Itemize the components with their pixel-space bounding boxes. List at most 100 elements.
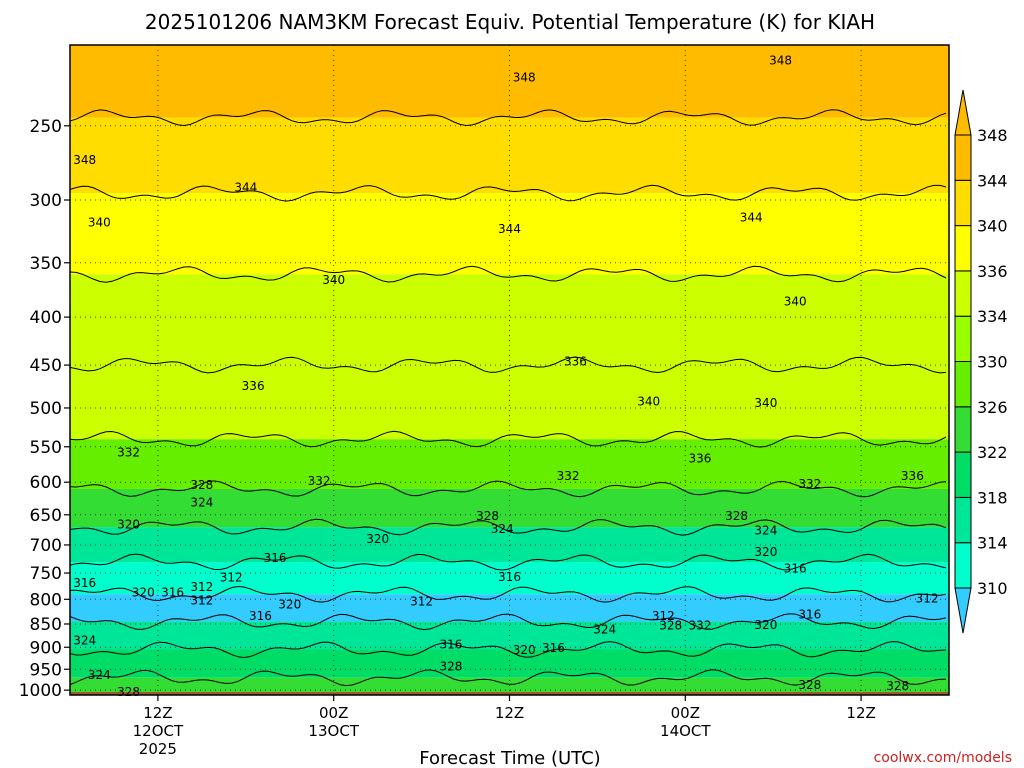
contour-label: 320 <box>754 545 777 559</box>
colorbar-swatch <box>954 542 972 589</box>
fill-band <box>70 562 949 595</box>
contour-label: 340 <box>784 295 807 309</box>
y-tick-label: 950 <box>30 660 62 680</box>
colorbar-swatch <box>954 315 972 363</box>
y-tick-label: 400 <box>30 308 62 328</box>
colorbar-label: 340 <box>977 217 1008 236</box>
y-axis: 250 300 350 400 450 500 550 600 650 700 750 800 850 9… <box>19 117 70 701</box>
y-tick-label: 850 <box>30 615 62 635</box>
contour-line <box>69 585 947 603</box>
y-tick-label: 350 <box>30 254 62 274</box>
colorbar-swatch <box>954 134 972 181</box>
colorbar-label: 310 <box>977 579 1008 598</box>
colorbar-label: 344 <box>977 171 1008 190</box>
x-tick-label: 00Z <box>319 704 348 722</box>
colorbar-arrow-bottom <box>954 587 972 634</box>
x-tick-label: 12Z <box>143 704 172 722</box>
contour-label: 332 <box>308 474 331 488</box>
colorbar-swatch <box>954 361 972 408</box>
contour-label: 320 <box>132 586 155 600</box>
colorbar-swatch <box>954 496 972 544</box>
y-tick-label: 700 <box>30 536 62 556</box>
colorbar-swatch <box>954 225 972 272</box>
fill-band <box>70 677 949 695</box>
colorbar-label: 318 <box>977 488 1008 507</box>
contour-line <box>69 613 947 631</box>
colorbar-swatch <box>954 406 972 453</box>
contour-label: 328 <box>725 509 748 523</box>
contour-line <box>69 184 947 202</box>
contour-label: 312 <box>190 593 213 607</box>
contour-line <box>69 265 947 283</box>
contour-label: 316 <box>249 609 272 623</box>
contour-label: 328 <box>439 660 462 674</box>
colorbar-label: 322 <box>977 443 1008 462</box>
contour-label: 344 <box>234 181 257 195</box>
contour-label: 312 <box>190 580 213 594</box>
x-tick-sublabel: 14OCT <box>660 722 711 740</box>
colorbar-label: 326 <box>977 398 1008 417</box>
x-tick-sublabel: 13OCT <box>308 722 359 740</box>
contour-line <box>69 518 947 536</box>
contour-label: 320 <box>513 643 536 657</box>
colorbar-label: 314 <box>977 534 1008 553</box>
contour-label: 336 <box>688 451 711 465</box>
contour-label: 340 <box>637 394 660 408</box>
contour-label: 328 <box>886 679 909 693</box>
y-tick-label: 500 <box>30 399 62 419</box>
contour-labels: 348 348 348 344 344 344 340 340 340 340 340 336 336 3… <box>73 54 938 699</box>
y-tick-label: 750 <box>30 564 62 584</box>
ground-band <box>70 692 949 695</box>
contour-label: 348 <box>769 54 792 68</box>
credit-link[interactable]: coolwx.com/models <box>874 750 1012 766</box>
fill-band <box>70 365 949 440</box>
y-tick-label: 800 <box>30 590 62 610</box>
y-tick-label: 550 <box>30 438 62 458</box>
contour-label: 316 <box>439 638 462 652</box>
contour-label: 332 <box>117 446 140 460</box>
contour-line <box>69 480 947 498</box>
contour-label: 320 <box>366 532 389 546</box>
y-tick-label: 900 <box>30 638 62 658</box>
contour-label: 336 <box>242 379 265 393</box>
contour-label: 336 <box>564 354 587 368</box>
contour-label: 332 <box>798 477 821 491</box>
y-tick-label: 1000 <box>19 681 62 701</box>
contour-label: 340 <box>754 396 777 410</box>
contour-label: 316 <box>264 551 287 565</box>
contour-label: 340 <box>322 273 345 287</box>
colorbar-arrow-top <box>954 89 972 136</box>
x-tick-sublabel-2: 2025 <box>139 740 177 758</box>
contour-label: 324 <box>754 524 777 538</box>
colorbar-swatch <box>954 270 972 317</box>
y-tick-label: 300 <box>30 191 62 211</box>
contour-label: 324 <box>73 633 96 647</box>
fill-band <box>70 274 949 366</box>
contour-label: 348 <box>73 153 96 167</box>
contour-label: 316 <box>73 576 96 590</box>
contour-label: 328 <box>659 618 682 632</box>
x-tick-label: 00Z <box>671 704 700 722</box>
y-tick-label: 450 <box>30 356 62 376</box>
contour-label: 332 <box>688 618 711 632</box>
x-tick-label: 12Z <box>846 704 875 722</box>
x-axis-label: Forecast Time (UTC) <box>419 748 600 768</box>
y-tick-label: 650 <box>30 506 62 526</box>
contour-label: 316 <box>784 562 807 576</box>
colorbar-label: 336 <box>977 262 1008 281</box>
contour-label: 316 <box>798 607 821 621</box>
colorbar-swatch <box>954 179 972 227</box>
chart-title: 2025101206 NAM3KM Forecast Equiv. Potent… <box>145 10 875 34</box>
contour-label: 348 <box>513 70 536 84</box>
x-tick-label: 12Z <box>495 704 524 722</box>
fill-band <box>70 527 949 563</box>
contour-label: 312 <box>410 594 433 608</box>
contour-label: 312 <box>652 609 675 623</box>
contour-label: 328 <box>798 678 821 692</box>
contour-label: 332 <box>557 469 580 483</box>
contour-label: 328 <box>117 685 140 699</box>
contour-label: 324 <box>190 496 213 510</box>
contour-label: 320 <box>117 518 140 532</box>
